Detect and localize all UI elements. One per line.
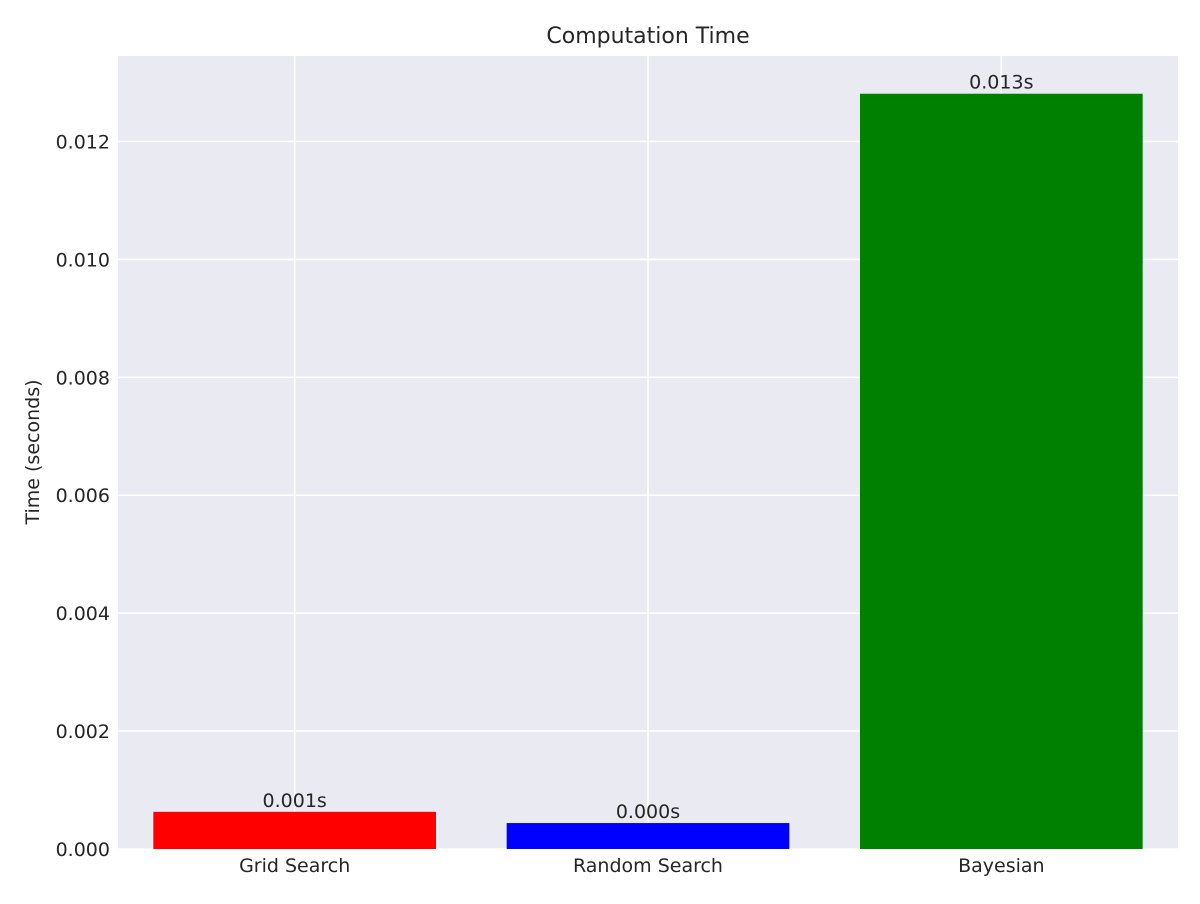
y-tick-label: 0.010 [56,249,110,271]
chart-title: Computation Time [546,24,749,49]
bar-data-label: 0.013s [969,72,1033,94]
bar [153,811,437,849]
data-labels: 0.001s 0.000s 0.013s [263,72,1034,823]
x-tick-label: Grid Search [239,855,350,877]
y-axis-label: Time (seconds) [22,379,44,525]
y-tick-label: 0.004 [56,603,110,625]
x-tick-label: Random Search [573,855,723,877]
y-axis-ticks: 0.000 0.002 0.004 0.006 0.008 0.010 0.012 [56,131,110,861]
x-tick-label: Bayesian [958,855,1044,877]
x-axis-ticks: Grid Search Random Search Bayesian [239,855,1045,877]
y-tick-label: 0.000 [56,839,110,861]
bar-data-label: 0.001s [263,790,327,812]
bar [506,823,790,849]
y-tick-label: 0.002 [56,721,110,743]
y-tick-label: 0.008 [56,367,110,389]
bars [153,93,1143,849]
y-tick-label: 0.006 [56,485,110,507]
y-tick-label: 0.012 [56,131,110,153]
bar [860,93,1143,849]
bar-data-label: 0.000s [616,801,680,823]
